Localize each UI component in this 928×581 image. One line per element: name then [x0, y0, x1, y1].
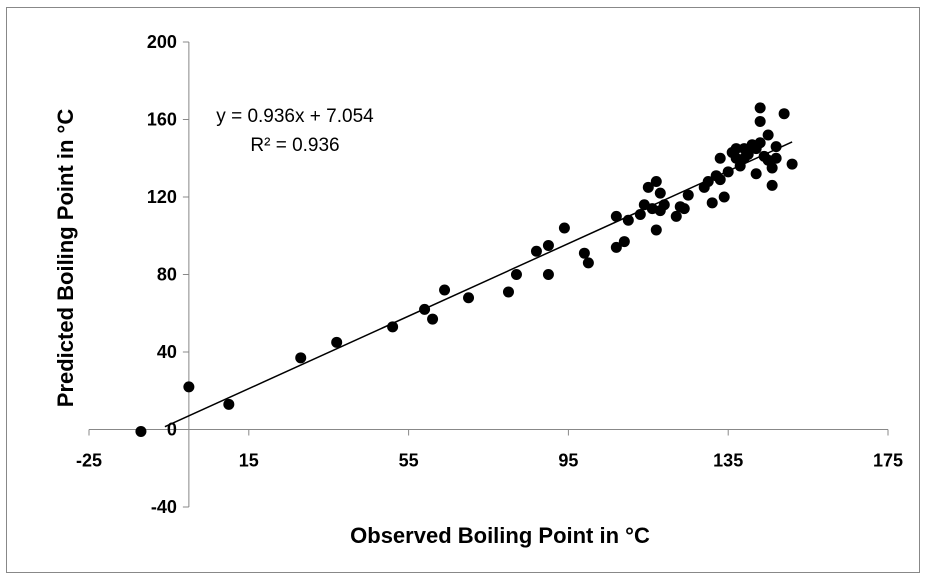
data-point — [754, 137, 766, 149]
data-point — [502, 286, 514, 298]
x-tick-label: 55 — [399, 451, 419, 471]
data-point — [754, 102, 766, 114]
data-point — [223, 398, 235, 410]
y-axis-title: Predicted Boiling Point in °C — [53, 109, 78, 408]
data-point — [331, 336, 343, 348]
data-point — [770, 152, 782, 164]
data-point — [610, 241, 622, 253]
data-point — [714, 174, 726, 186]
x-tick-label: 175 — [873, 451, 903, 471]
data-point — [427, 313, 439, 325]
data-point — [678, 203, 690, 215]
data-point — [670, 210, 682, 222]
data-point — [578, 247, 590, 259]
trendline-layer — [164, 141, 793, 428]
data-point — [295, 352, 307, 364]
data-point — [778, 108, 790, 120]
y-tick-label: 0 — [167, 420, 177, 440]
y-tick-label: 80 — [157, 265, 177, 285]
y-tick-label: 120 — [147, 187, 177, 207]
tick-labels: -40 0 40 80 120 160 200 -25 15 55 95 135 175 — [76, 32, 903, 517]
data-point — [750, 168, 762, 180]
data-point — [762, 129, 774, 141]
data-point — [658, 199, 670, 211]
data-point — [650, 176, 662, 187]
data-point — [718, 191, 730, 203]
x-tick-label: 15 — [239, 451, 259, 471]
axes — [88, 41, 889, 508]
data-point — [654, 187, 666, 199]
data-point — [582, 257, 594, 269]
x-tick-label: 135 — [713, 451, 743, 471]
y-tick-label: 200 — [147, 32, 177, 52]
data-point — [730, 143, 742, 155]
data-point — [766, 179, 778, 191]
data-point — [618, 236, 630, 248]
data-point — [642, 181, 654, 193]
data-point — [786, 158, 798, 170]
y-tick-label: 40 — [157, 342, 177, 362]
x-axis-title: Observed Boiling Point in °C — [350, 523, 650, 548]
y-tick-label: 160 — [147, 110, 177, 130]
data-point — [510, 269, 522, 280]
data-point — [183, 381, 195, 393]
y-tick-label: -40 — [151, 497, 177, 517]
trendline-equation: y = 0.936x + 7.054 — [216, 106, 374, 127]
x-tick-label: 95 — [558, 451, 578, 471]
data-point — [558, 222, 570, 234]
data-point — [463, 292, 475, 304]
data-point — [650, 224, 662, 236]
data-point — [542, 269, 554, 280]
data-point — [530, 245, 542, 257]
data-point — [742, 148, 754, 160]
scatter-chart: -40 0 40 80 120 160 200 -25 15 55 95 135 175 y = 0.9… — [53, 32, 903, 548]
chart-frame: -40 0 40 80 120 160 200 -25 15 55 95 135 175 y = 0.9… — [6, 7, 920, 573]
data-point — [754, 115, 766, 127]
r-squared-label: R² = 0.936 — [250, 135, 339, 156]
data-points — [135, 102, 798, 437]
trendline — [164, 141, 793, 428]
data-point — [766, 162, 778, 174]
data-point — [542, 239, 554, 251]
data-point — [770, 141, 782, 153]
data-point — [706, 197, 718, 209]
data-point — [439, 284, 451, 296]
data-point — [135, 425, 147, 437]
data-point — [714, 152, 726, 164]
data-point — [682, 189, 694, 201]
data-point — [610, 210, 622, 222]
x-tick-label: -25 — [76, 451, 102, 471]
